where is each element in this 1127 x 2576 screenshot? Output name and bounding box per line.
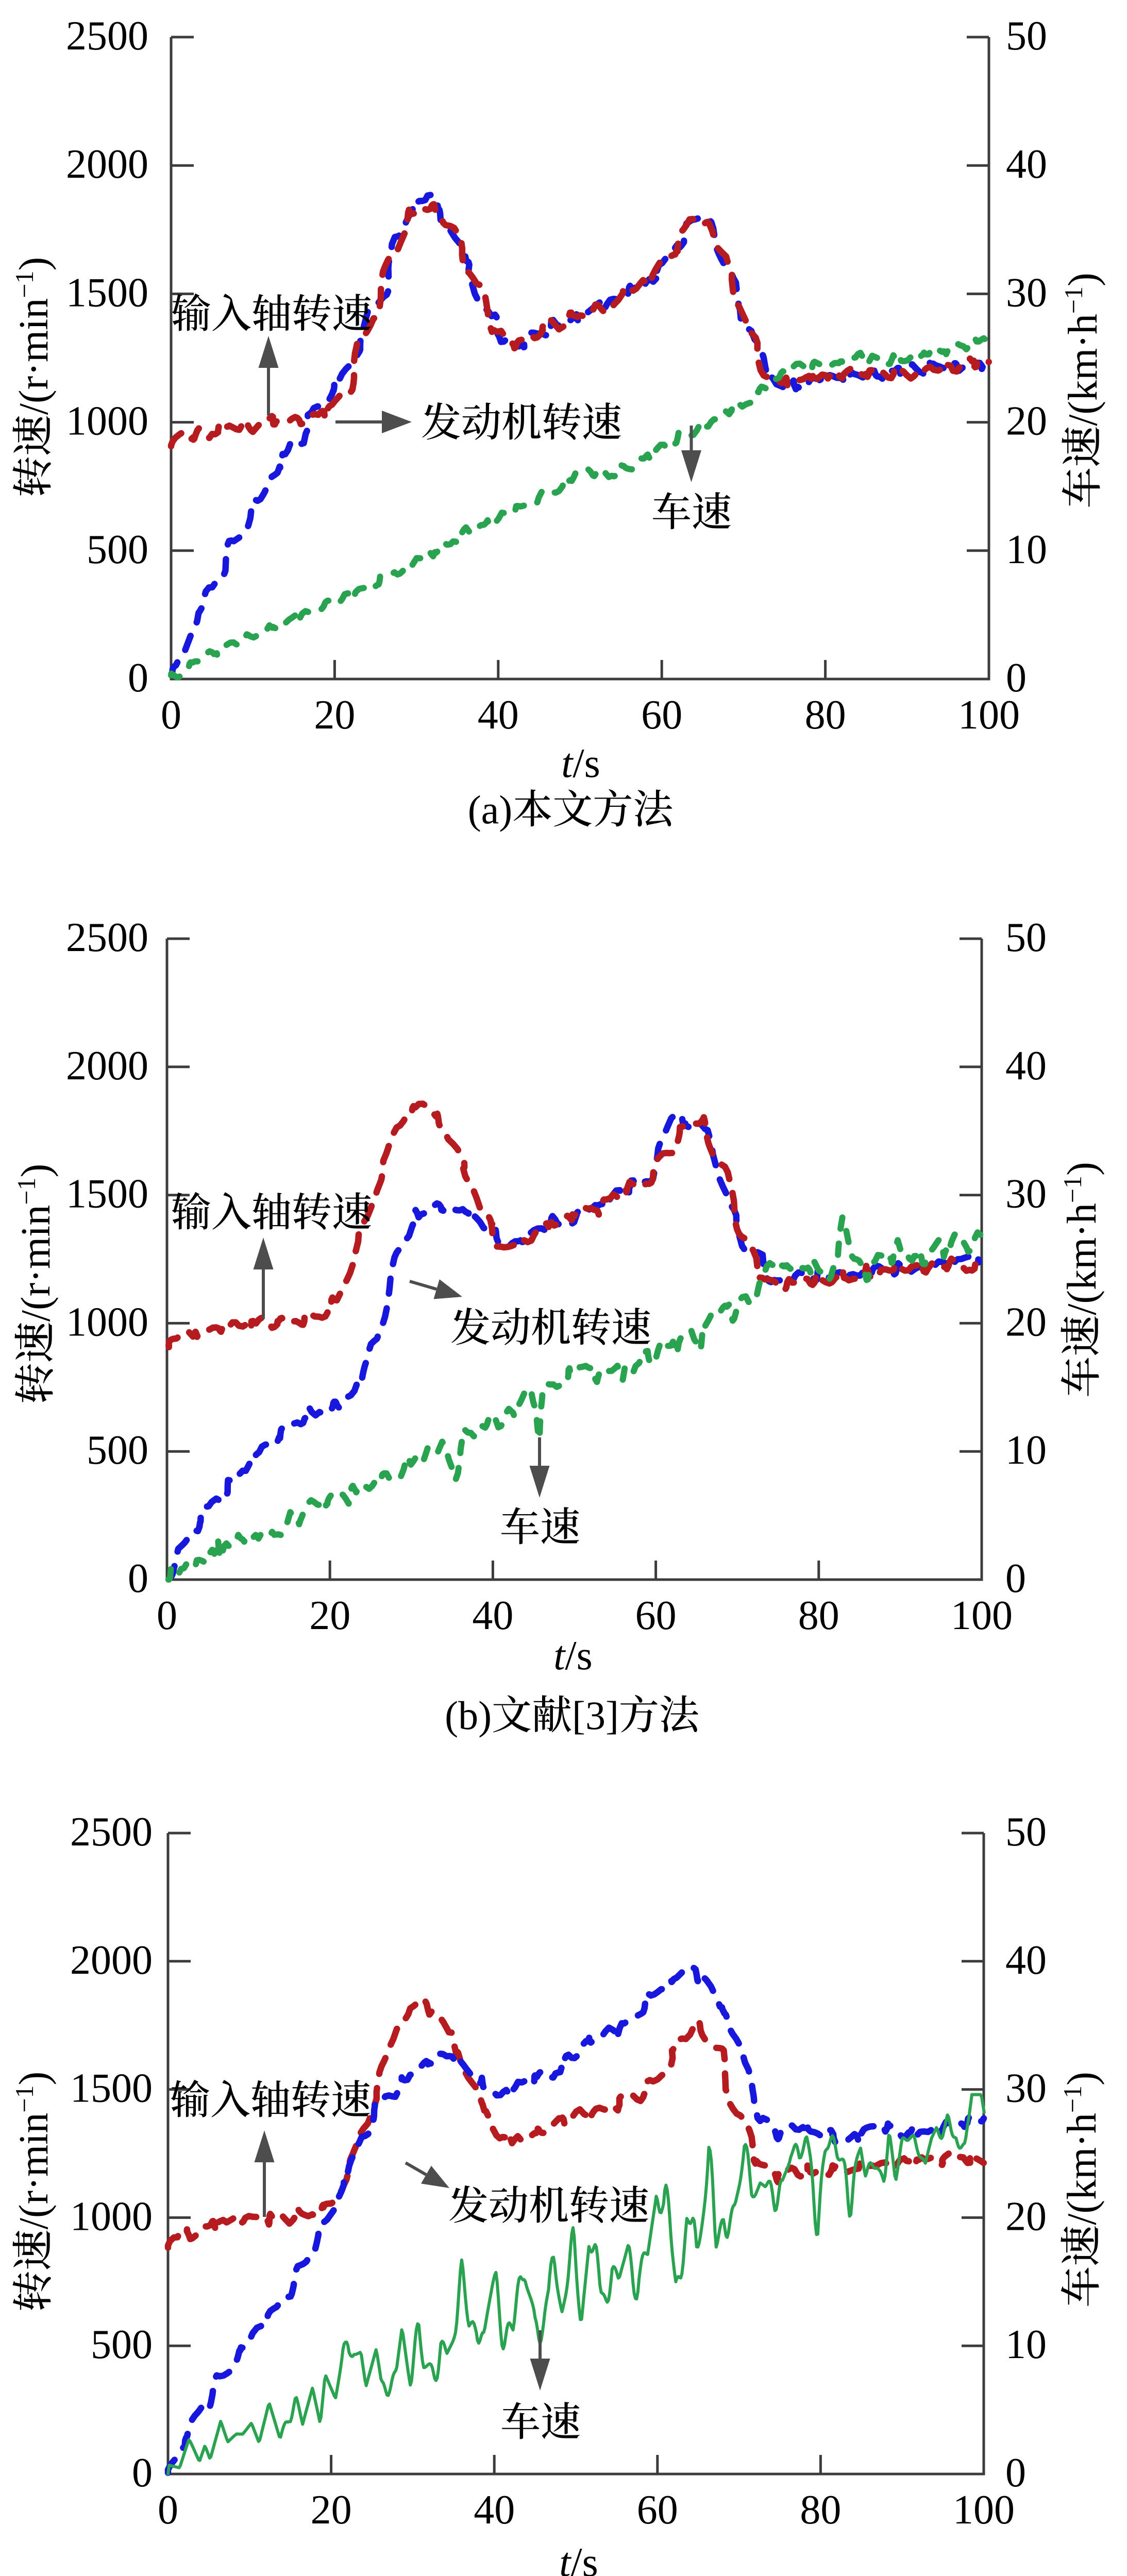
svg-text:40: 40 xyxy=(474,2487,515,2533)
svg-text:30: 30 xyxy=(1005,1172,1047,1217)
svg-text:2500: 2500 xyxy=(66,13,148,59)
svg-text:50: 50 xyxy=(1005,915,1047,960)
svg-text:1000: 1000 xyxy=(66,399,148,444)
svg-text:1500: 1500 xyxy=(70,2066,153,2111)
svg-text:40: 40 xyxy=(1005,1938,1047,1983)
svg-text:60: 60 xyxy=(641,692,682,738)
svg-text:2500: 2500 xyxy=(66,915,148,960)
svg-text:20: 20 xyxy=(1005,2194,1047,2239)
svg-text:100: 100 xyxy=(953,2487,1015,2533)
svg-text:20: 20 xyxy=(1006,399,1047,444)
svg-text:50: 50 xyxy=(1006,13,1047,59)
svg-text:1500: 1500 xyxy=(66,270,148,315)
svg-text:10: 10 xyxy=(1005,2322,1047,2367)
svg-text:0: 0 xyxy=(1006,655,1027,701)
svg-text:60: 60 xyxy=(637,2487,678,2533)
svg-text:t/s: t/s xyxy=(553,1633,593,1679)
svg-text:0: 0 xyxy=(132,2450,153,2496)
svg-text:2000: 2000 xyxy=(70,1938,153,1983)
svg-text:500: 500 xyxy=(87,1428,148,1473)
svg-text:1500: 1500 xyxy=(66,1172,148,1217)
svg-text:2000: 2000 xyxy=(66,1043,148,1089)
svg-text:60: 60 xyxy=(635,1593,677,1638)
svg-text:40: 40 xyxy=(1006,142,1047,187)
svg-text:1000: 1000 xyxy=(66,1299,148,1345)
svg-text:80: 80 xyxy=(805,692,846,738)
svg-text:0: 0 xyxy=(158,2487,178,2533)
svg-text:2000: 2000 xyxy=(66,142,148,187)
svg-text:50: 50 xyxy=(1005,1809,1047,1855)
svg-text:10: 10 xyxy=(1005,1428,1047,1473)
svg-text:20: 20 xyxy=(314,692,355,738)
svg-text:(a): (a) xyxy=(468,787,513,832)
svg-text:t/s: t/s xyxy=(561,741,600,786)
svg-text:0: 0 xyxy=(1005,2450,1026,2496)
svg-text:/(km·h−1): /(km·h−1) xyxy=(1058,1162,1105,1315)
svg-text:100: 100 xyxy=(958,692,1020,738)
svg-text:500: 500 xyxy=(91,2322,153,2367)
svg-text:20: 20 xyxy=(309,1593,350,1638)
svg-text:0: 0 xyxy=(157,1593,177,1638)
svg-text:/(r·min−1): /(r·min−1) xyxy=(10,2072,57,2229)
svg-text:(b): (b) xyxy=(445,1693,492,1738)
svg-text:0: 0 xyxy=(1005,1556,1026,1601)
svg-text:500: 500 xyxy=(87,527,148,572)
svg-text:0: 0 xyxy=(128,1556,148,1601)
svg-text:2500: 2500 xyxy=(70,1809,153,1855)
svg-text:20: 20 xyxy=(1005,1299,1047,1345)
svg-text:100: 100 xyxy=(951,1593,1013,1638)
svg-text:t/s: t/s xyxy=(559,2540,598,2576)
svg-text:20: 20 xyxy=(311,2487,352,2533)
svg-text:1000: 1000 xyxy=(70,2194,153,2239)
svg-text:30: 30 xyxy=(1005,2066,1047,2111)
svg-text:80: 80 xyxy=(798,1593,839,1638)
svg-text:40: 40 xyxy=(472,1593,513,1638)
svg-text:0: 0 xyxy=(161,692,181,738)
svg-text:0: 0 xyxy=(128,655,148,701)
svg-text:[3]: [3] xyxy=(572,1693,619,1738)
svg-text:40: 40 xyxy=(1005,1043,1047,1089)
svg-text:30: 30 xyxy=(1006,270,1047,315)
svg-text:80: 80 xyxy=(800,2487,841,2533)
svg-text:40: 40 xyxy=(478,692,519,738)
svg-text:10: 10 xyxy=(1006,527,1047,572)
